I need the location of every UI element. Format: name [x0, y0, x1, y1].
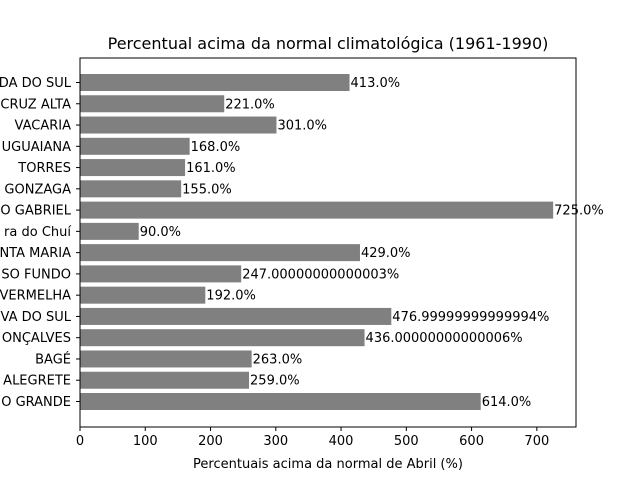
bar-value-label: 259.0% — [250, 374, 300, 389]
bar-value-label: 168.0% — [191, 140, 241, 155]
bar — [80, 201, 554, 219]
bar-value-labels: 413.0% 221.0%301.0% 168.0% 161.0% 155.0% 725.… — [140, 76, 604, 410]
plot-frame — [79, 57, 577, 428]
x-tick-label: 0 — [76, 434, 84, 449]
y-tick-label: VACARIA — [15, 119, 72, 134]
bar — [80, 95, 225, 113]
x-tick-label: 200 — [198, 434, 223, 449]
bar-value-label: 90.0% — [140, 225, 181, 240]
y-tick-label: VERMELHA — [0, 289, 71, 304]
bar — [80, 244, 360, 262]
y-tick-label: UGUAIANA — [2, 140, 71, 155]
bar — [80, 286, 206, 304]
y-tick-label: CRUZ ALTA — [0, 97, 71, 112]
bar — [80, 393, 481, 410]
x-tick-label: 300 — [263, 434, 288, 449]
bar — [80, 307, 392, 325]
bar-value-label: 436.00000000000006% — [366, 331, 523, 346]
y-tick-label: TORRES — [17, 161, 71, 176]
y-tick-label: SO FUNDO — [1, 267, 71, 282]
y-tick-labels: DA DO SUL CRUZ ALTA VACARIA UGUAIANA TORRES G… — [0, 76, 80, 410]
x-tick-label: 700 — [524, 434, 549, 449]
bar-value-label: 247.00000000000003% — [242, 267, 399, 282]
x-tick-label: 400 — [329, 434, 354, 449]
y-tick-label: DA DO SUL — [0, 76, 72, 91]
x-axis-label: Percentuais acima da normal de Abril (%) — [193, 457, 463, 472]
bar-value-label: 413.0% — [351, 76, 401, 91]
bar — [80, 350, 252, 368]
chart-title: Percentual acima da normal climatológica… — [108, 34, 549, 53]
y-tick-label: ra do Chuí — [4, 225, 71, 240]
bar-value-label: 614.0% — [482, 395, 532, 410]
bar — [80, 371, 250, 389]
y-tick-label: NTA MARIA — [0, 246, 71, 261]
bar-value-label: 221.0% — [225, 97, 275, 112]
bar — [80, 159, 186, 177]
bar-value-label: 192.0% — [206, 289, 256, 304]
x-tick-label: 100 — [133, 434, 158, 449]
bar-value-label: 429.0% — [361, 246, 411, 261]
bar — [80, 222, 139, 240]
bar — [80, 180, 182, 198]
bar-value-label: 155.0% — [182, 182, 232, 197]
bar — [80, 137, 190, 155]
y-tick-label: BAGÉ — [35, 351, 71, 367]
bar — [80, 265, 242, 283]
bar-value-label: 263.0% — [253, 352, 303, 367]
bars-group — [80, 74, 554, 410]
y-tick-label: O GRANDE — [1, 395, 71, 410]
x-tick-label: 600 — [459, 434, 484, 449]
y-tick-label: ONÇALVES — [2, 331, 71, 346]
bar-value-label: 161.0% — [186, 161, 236, 176]
y-tick-label: VA DO SUL — [1, 310, 72, 325]
bar-value-label: 725.0% — [554, 204, 604, 219]
y-tick-label: ALEGRETE — [3, 374, 71, 389]
bar-value-label: 301.0% — [277, 119, 327, 134]
y-tick-label: GONZAGA — [4, 182, 71, 197]
bar-value-label: 476.99999999999994% — [392, 310, 549, 325]
bar — [80, 116, 277, 134]
x-axis-ticks: 0 100 200 300 400 500 600 700 — [76, 427, 549, 449]
bar — [80, 329, 365, 347]
x-tick-label: 500 — [394, 434, 419, 449]
bar — [80, 74, 350, 91]
y-tick-label: O GABRIEL — [0, 204, 71, 219]
